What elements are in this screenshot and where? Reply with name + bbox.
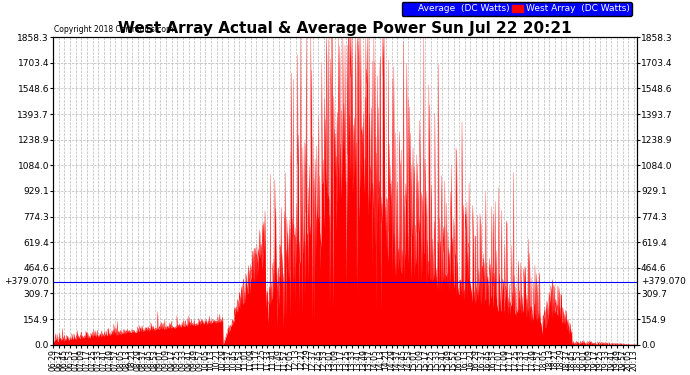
Legend: Average  (DC Watts), West Array  (DC Watts): Average (DC Watts), West Array (DC Watts… [402,2,632,16]
Text: +379.070: +379.070 [4,278,49,286]
Text: Copyright 2018 Cartronics.com: Copyright 2018 Cartronics.com [55,25,174,34]
Title: West Array Actual & Average Power Sun Jul 22 20:21: West Array Actual & Average Power Sun Ju… [118,21,572,36]
Text: +379.070: +379.070 [641,278,686,286]
